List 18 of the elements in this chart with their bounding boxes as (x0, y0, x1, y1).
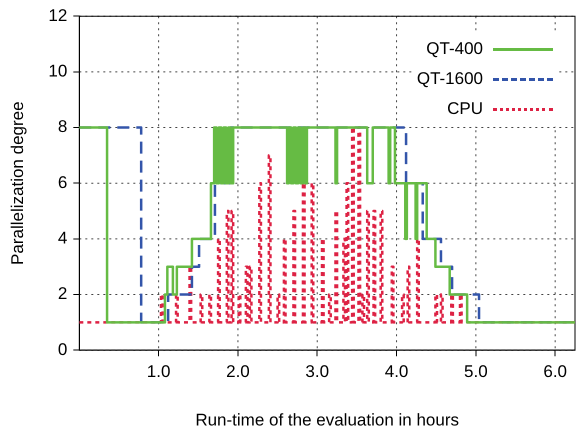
legend-label: QT-1600 (416, 69, 483, 90)
y-tick-label: 4 (58, 228, 68, 248)
x-tick-label: 2.0 (226, 362, 250, 382)
y-tick-label: 2 (58, 284, 68, 304)
y-axis-title: Parallelization degree (8, 101, 27, 265)
legend-label: QT-400 (426, 39, 483, 60)
y-tick-label: 6 (58, 172, 68, 192)
x-tick-label: 4.0 (384, 362, 408, 382)
x-tick-label: 3.0 (305, 362, 330, 382)
x-tick-label: 5.0 (464, 362, 488, 382)
y-tick-label: 0 (58, 340, 68, 359)
legend-label: CPU (447, 99, 483, 120)
x-axis-title: Run-time of the evaluation in hours (195, 410, 459, 430)
x-tick-label: 1.0 (146, 362, 170, 382)
y-tick-label: 12 (48, 6, 68, 25)
x-tick-label: 6.0 (543, 362, 567, 382)
y-tick-label: 8 (58, 117, 68, 136)
y-tick-label: 10 (48, 62, 68, 81)
